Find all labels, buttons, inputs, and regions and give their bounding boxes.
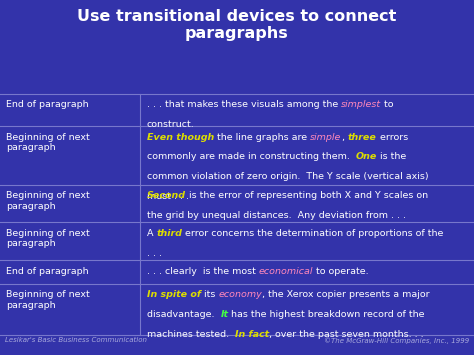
- Text: commonly are made in constructing them.: commonly are made in constructing them.: [147, 152, 356, 162]
- Text: Beginning of next
paragraph: Beginning of next paragraph: [6, 132, 90, 152]
- Text: the grid by unequal distances.  Any deviation from . . .: the grid by unequal distances. Any devia…: [147, 211, 406, 220]
- Text: machines tested.: machines tested.: [147, 330, 235, 339]
- Text: In fact: In fact: [235, 330, 269, 339]
- Text: A: A: [147, 229, 156, 238]
- Text: simplest: simplest: [341, 100, 381, 109]
- Text: the line graphs are: the line graphs are: [214, 132, 310, 142]
- Text: ,: ,: [342, 132, 348, 142]
- Text: In spite of: In spite of: [147, 290, 201, 299]
- Text: . . . that makes these visuals among the: . . . that makes these visuals among the: [147, 100, 341, 109]
- Text: Second: Second: [147, 191, 186, 200]
- Text: ©The McGraw-Hill Companies, Inc., 1999: ©The McGraw-Hill Companies, Inc., 1999: [324, 337, 469, 344]
- Text: End of paragraph: End of paragraph: [6, 267, 88, 275]
- Text: error concerns the determination of proportions of the: error concerns the determination of prop…: [182, 229, 444, 238]
- Text: Beginning of next
paragraph: Beginning of next paragraph: [6, 290, 90, 310]
- Text: to operate.: to operate.: [313, 267, 369, 275]
- Text: is the error of representing both X and Y scales on: is the error of representing both X and …: [186, 191, 428, 200]
- Text: has the highest breakdown record of the: has the highest breakdown record of the: [228, 310, 425, 319]
- Text: Beginning of next
paragraph: Beginning of next paragraph: [6, 191, 90, 211]
- Text: simple: simple: [310, 132, 342, 142]
- Text: common violation of zero origin.  The Y scale (vertical axis): common violation of zero origin. The Y s…: [147, 172, 428, 181]
- Text: It: It: [220, 310, 228, 319]
- Text: , the Xerox copier presents a major: , the Xerox copier presents a major: [262, 290, 430, 299]
- Text: construct.: construct.: [147, 120, 195, 129]
- Text: Use transitional devices to connect
paragraphs: Use transitional devices to connect para…: [77, 9, 397, 41]
- Text: Beginning of next
paragraph: Beginning of next paragraph: [6, 229, 90, 248]
- Text: , over the past seven months. . .: , over the past seven months. . .: [269, 330, 424, 339]
- Text: End of paragraph: End of paragraph: [6, 100, 88, 109]
- Text: . . .: . . .: [147, 249, 162, 258]
- Text: economical: economical: [259, 267, 313, 275]
- Text: disadvantage.: disadvantage.: [147, 310, 220, 319]
- Text: Even though: Even though: [147, 132, 214, 142]
- Text: errors: errors: [376, 132, 408, 142]
- Text: third: third: [156, 229, 182, 238]
- Text: Lesikar's Basic Business Communication: Lesikar's Basic Business Communication: [5, 337, 147, 343]
- Text: its: its: [201, 290, 219, 299]
- Text: three: three: [348, 132, 376, 142]
- Text: must . . .: must . . .: [147, 192, 189, 201]
- Text: economy: economy: [219, 290, 262, 299]
- Text: is the: is the: [377, 152, 406, 162]
- Text: . . . clearly  is the most: . . . clearly is the most: [147, 267, 259, 275]
- Text: to: to: [381, 100, 394, 109]
- Text: One: One: [356, 152, 377, 162]
